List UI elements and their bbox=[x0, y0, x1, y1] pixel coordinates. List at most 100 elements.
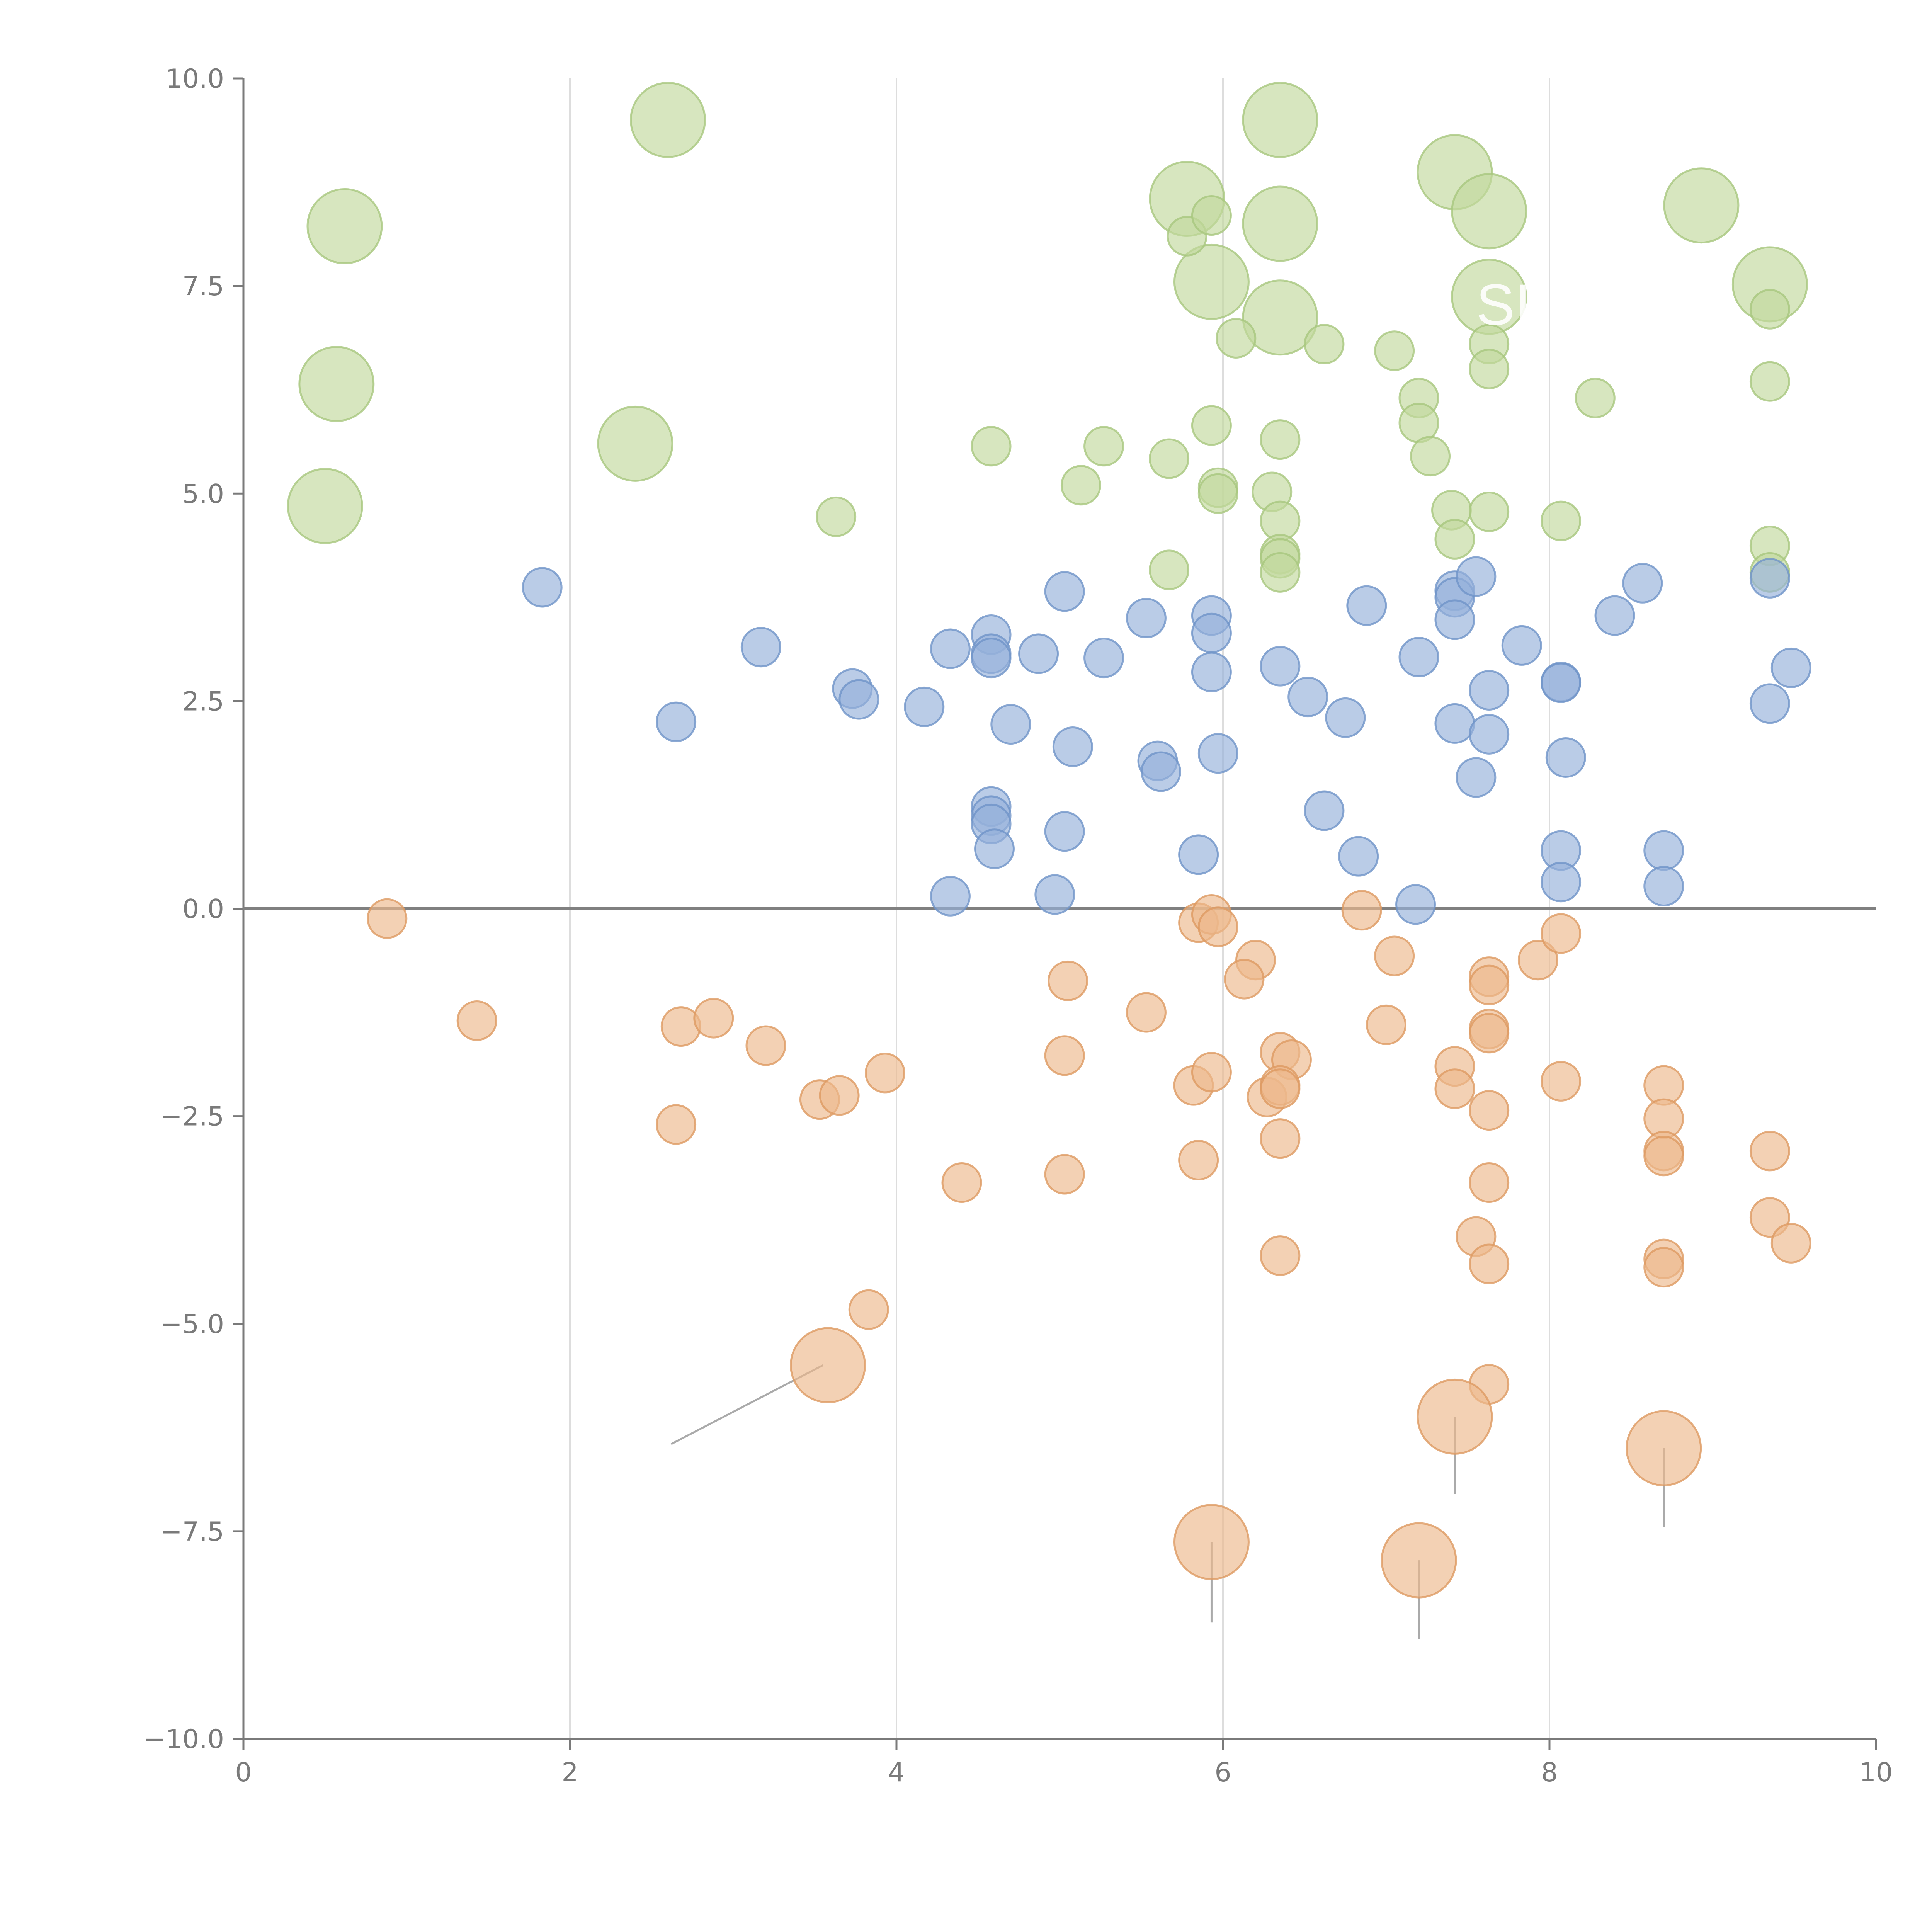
orange-point bbox=[819, 1075, 860, 1116]
green-point bbox=[597, 405, 673, 482]
blue-point bbox=[1304, 790, 1345, 831]
blue-point bbox=[1456, 757, 1497, 798]
green-point bbox=[630, 82, 706, 158]
blue-point bbox=[1178, 834, 1219, 875]
green-point bbox=[1541, 500, 1582, 541]
y-tick-label: 5.0 bbox=[182, 479, 224, 509]
blue-point bbox=[740, 627, 781, 668]
orange-point bbox=[790, 1327, 866, 1403]
blue-point bbox=[1083, 638, 1124, 679]
orange-point bbox=[1626, 1410, 1702, 1486]
orange-point bbox=[1048, 960, 1088, 1001]
data-points bbox=[287, 82, 1811, 1599]
blue-point bbox=[1395, 884, 1436, 925]
orange-point bbox=[1469, 964, 1510, 1005]
blue-point bbox=[1643, 866, 1684, 906]
blue-point bbox=[1469, 670, 1510, 711]
blue-point bbox=[1191, 651, 1232, 692]
tick-labels: 10.0 7.5 5.0 2.5 0.0 −2.5 −5.0 −7.5 −10.0 0 2 4 6 8 10 bbox=[144, 64, 1893, 1788]
annotation-text: SI bbox=[1476, 272, 1531, 337]
blue-point bbox=[904, 686, 945, 727]
green-point bbox=[306, 188, 383, 264]
orange-point bbox=[864, 1053, 905, 1094]
blue-point bbox=[1126, 598, 1167, 639]
orange-point bbox=[1749, 1131, 1790, 1172]
green-point bbox=[1242, 185, 1318, 262]
green-point bbox=[1242, 279, 1318, 356]
blue-point bbox=[1044, 811, 1085, 852]
blue-point bbox=[1541, 862, 1582, 903]
orange-point bbox=[1126, 992, 1167, 1033]
orange-point bbox=[1469, 1090, 1510, 1131]
green-point bbox=[1749, 289, 1790, 330]
blue-point bbox=[1770, 647, 1811, 688]
blue-point bbox=[1501, 625, 1542, 666]
x-tick-label: 8 bbox=[1541, 1757, 1558, 1788]
x-tick-label: 0 bbox=[235, 1757, 252, 1788]
orange-point bbox=[1260, 1068, 1301, 1109]
orange-point bbox=[1541, 913, 1582, 954]
orange-point bbox=[1374, 935, 1415, 976]
green-point bbox=[298, 346, 375, 422]
orange-point bbox=[1044, 1154, 1085, 1195]
orange-point bbox=[456, 1000, 497, 1041]
blue-point bbox=[1191, 612, 1232, 653]
blue-point bbox=[930, 876, 971, 917]
green-point bbox=[1191, 405, 1232, 446]
blue-point bbox=[974, 828, 1015, 869]
green-point bbox=[1173, 243, 1250, 320]
green-point bbox=[1374, 330, 1415, 371]
blue-point bbox=[1034, 874, 1075, 915]
blue-point bbox=[1749, 683, 1790, 724]
blue-point bbox=[1541, 662, 1582, 703]
orange-point bbox=[656, 1104, 697, 1145]
green-point bbox=[287, 468, 363, 544]
green-point bbox=[1083, 426, 1124, 467]
blue-point bbox=[1197, 733, 1238, 774]
x-tick-label: 2 bbox=[561, 1757, 578, 1788]
orange-point bbox=[848, 1289, 889, 1330]
green-point bbox=[816, 496, 857, 537]
blue-point bbox=[1346, 585, 1387, 626]
blue-point bbox=[1594, 595, 1635, 636]
y-tick-label: −5.0 bbox=[160, 1309, 224, 1340]
blue-point bbox=[1052, 726, 1093, 767]
y-tick-label: 2.5 bbox=[182, 686, 224, 717]
green-point bbox=[1149, 438, 1190, 479]
blue-point bbox=[1140, 751, 1181, 792]
blue-point bbox=[1643, 830, 1684, 871]
blue-point bbox=[1260, 646, 1301, 687]
blue-point bbox=[1338, 836, 1379, 877]
blue-point bbox=[1622, 563, 1663, 604]
blue-point bbox=[1434, 703, 1475, 744]
green-point bbox=[1663, 167, 1740, 244]
green-point bbox=[1191, 195, 1232, 236]
orange-point bbox=[1517, 940, 1558, 981]
y-tick-label: 0.0 bbox=[182, 894, 224, 925]
orange-point bbox=[1417, 1378, 1493, 1455]
blue-point bbox=[1018, 633, 1059, 674]
orange-point bbox=[1341, 890, 1382, 931]
orange-point bbox=[1469, 1243, 1510, 1284]
orange-point bbox=[745, 1025, 786, 1066]
orange-point bbox=[1381, 1522, 1457, 1599]
orange-point bbox=[1260, 1235, 1301, 1276]
green-point bbox=[1410, 436, 1451, 477]
orange-point bbox=[1197, 906, 1238, 947]
green-point bbox=[1575, 378, 1616, 418]
blue-point bbox=[1456, 556, 1497, 597]
orange-point bbox=[1191, 1052, 1232, 1093]
blue-point bbox=[656, 701, 697, 742]
green-point bbox=[1749, 361, 1790, 402]
y-tick-label: 7.5 bbox=[182, 271, 224, 302]
orange-point bbox=[1469, 1013, 1510, 1054]
y-tick-label: −7.5 bbox=[160, 1517, 224, 1547]
green-point bbox=[1216, 318, 1257, 359]
x-tick-label: 10 bbox=[1859, 1757, 1893, 1788]
orange-point bbox=[367, 898, 408, 939]
orange-point bbox=[941, 1162, 982, 1203]
green-point bbox=[971, 426, 1012, 467]
blue-point bbox=[838, 679, 879, 720]
